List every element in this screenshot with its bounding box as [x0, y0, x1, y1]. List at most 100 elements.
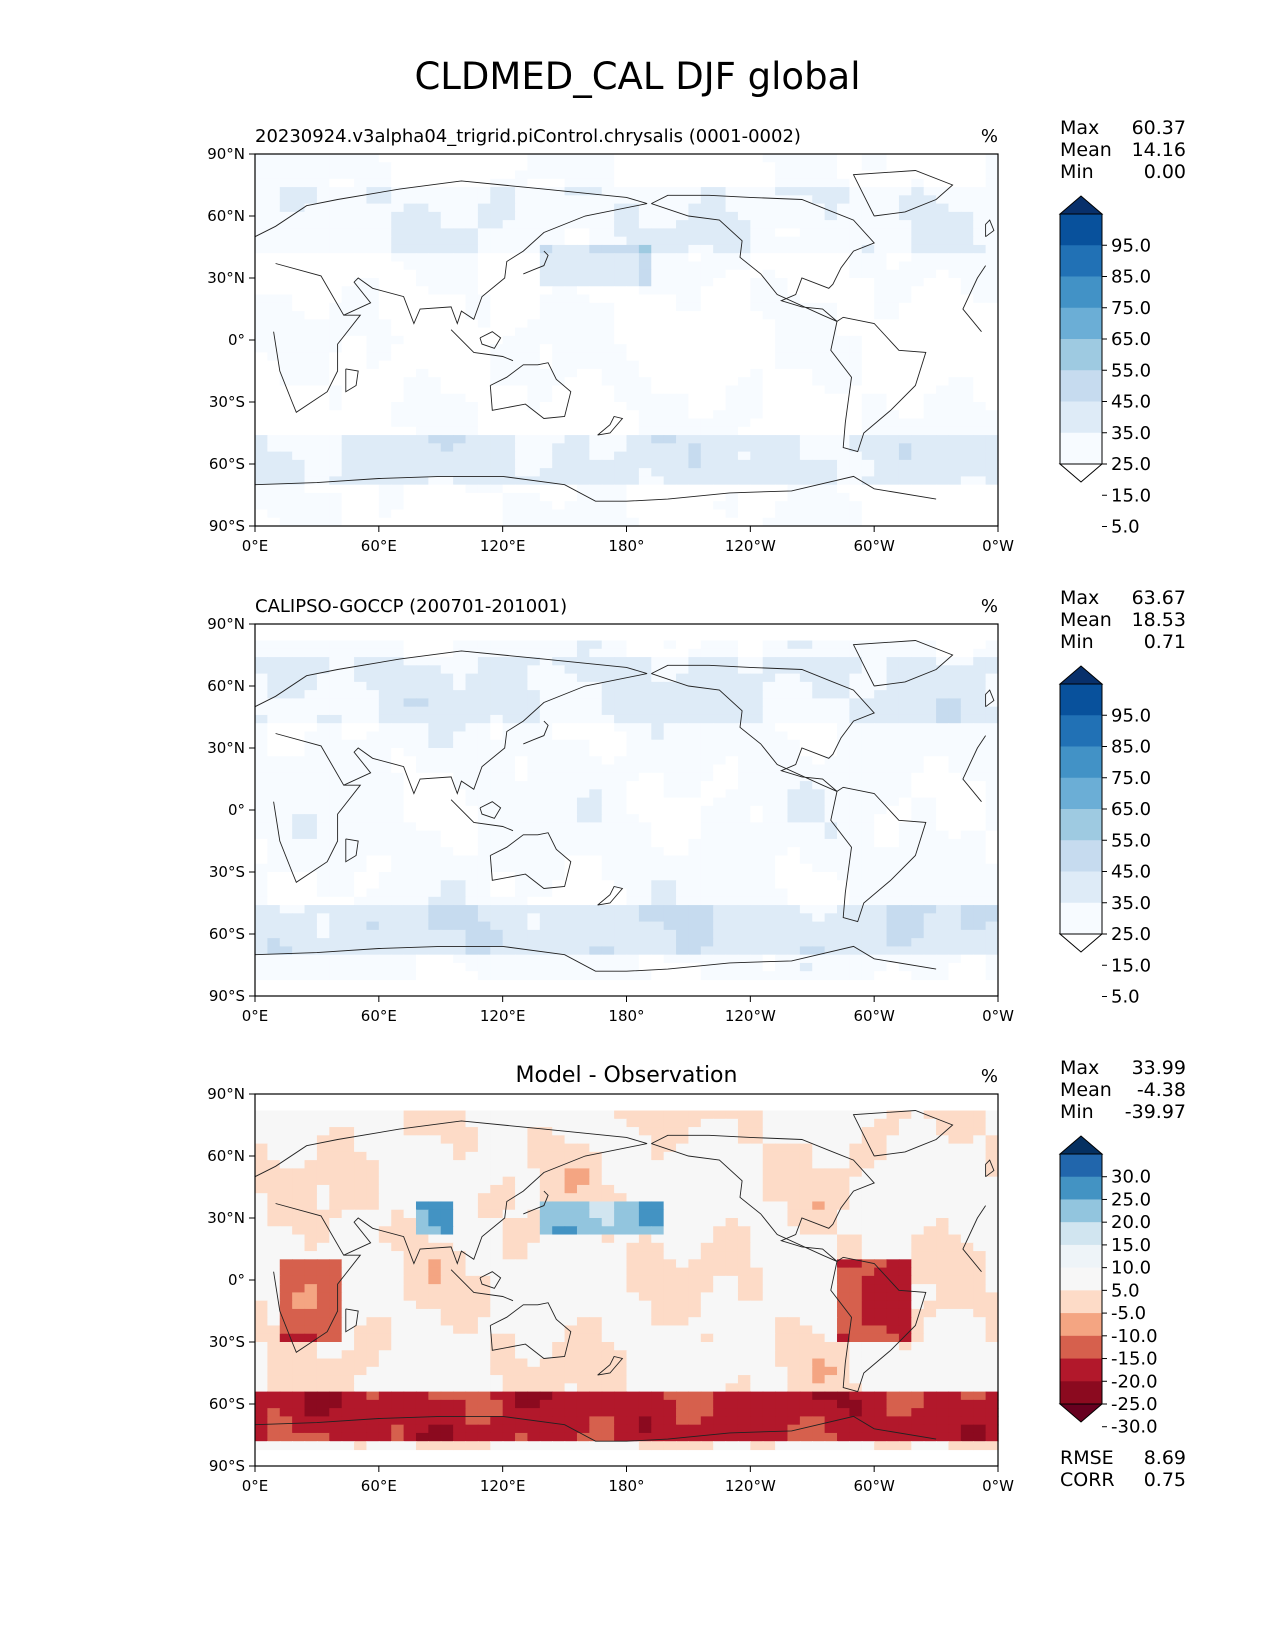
field-cell — [638, 484, 652, 494]
field-cell — [824, 385, 838, 395]
field-cell — [898, 913, 912, 923]
field-cell — [713, 888, 727, 898]
field-cell — [886, 509, 900, 519]
field-cell — [329, 178, 343, 188]
field-cell — [329, 435, 343, 444]
field-cell — [837, 468, 850, 477]
field-cell — [688, 319, 702, 329]
field-cell — [812, 203, 826, 213]
field-cell — [366, 236, 380, 246]
field-cell — [329, 756, 343, 766]
field-cell — [292, 748, 306, 757]
field-cell — [837, 888, 850, 898]
field-cell — [638, 681, 652, 691]
field-cell — [626, 435, 640, 444]
field-cell — [564, 509, 578, 519]
field-cell — [366, 756, 380, 766]
field-cell — [366, 706, 380, 716]
field-cell — [676, 385, 690, 395]
field-cell — [576, 311, 590, 320]
field-cell — [812, 938, 826, 947]
field-cell — [861, 896, 875, 906]
field-cell — [750, 327, 764, 337]
field-cell — [775, 517, 789, 527]
field-cell — [292, 797, 306, 807]
field-cell — [366, 822, 380, 832]
field-cell — [824, 673, 838, 683]
field-cell — [936, 195, 950, 205]
field-cell — [663, 781, 677, 790]
field-cell — [614, 377, 628, 387]
field-cell — [564, 211, 578, 221]
field-cell — [824, 368, 838, 378]
field-cell — [886, 443, 900, 453]
field-cell — [589, 657, 603, 666]
field-cell — [415, 269, 429, 279]
field-cell — [564, 748, 578, 757]
field-cell — [589, 492, 603, 502]
field-cell — [861, 648, 875, 658]
field-cell — [465, 352, 479, 362]
field-cell — [378, 888, 392, 898]
field-cell — [651, 855, 665, 865]
field-cell — [861, 657, 875, 666]
field-cell — [824, 335, 838, 345]
field-cell — [638, 443, 652, 453]
field-cell — [614, 492, 628, 502]
field-cell — [539, 492, 553, 502]
field-cell — [936, 640, 950, 650]
field-cell — [874, 228, 888, 238]
field-cell — [626, 921, 640, 931]
field-cell — [898, 385, 912, 395]
field-cell — [638, 938, 652, 947]
field-cell — [898, 426, 912, 436]
field-cell — [391, 261, 405, 271]
field-cell — [750, 269, 764, 279]
field-cell — [973, 847, 987, 857]
field-cell — [304, 278, 318, 287]
field-cell — [725, 847, 739, 857]
field-cell — [787, 756, 801, 766]
field-cell — [403, 665, 417, 675]
field-cell — [391, 418, 405, 428]
field-cell — [725, 657, 739, 666]
field-cell — [515, 393, 529, 403]
field-cell — [391, 319, 405, 329]
field-cell — [576, 236, 590, 246]
field-cell — [973, 244, 987, 254]
field-cell — [477, 764, 491, 774]
field-cell — [614, 327, 628, 337]
field-cell — [837, 657, 850, 666]
field-cell — [638, 451, 652, 461]
field-cell — [614, 648, 628, 658]
field-cell — [713, 360, 727, 370]
field-cell — [799, 459, 813, 469]
field-cell — [440, 459, 454, 469]
field-cell — [676, 797, 690, 807]
field-cell — [688, 640, 702, 650]
field-cell — [898, 203, 912, 213]
field-cell — [985, 154, 999, 163]
field-cell — [378, 236, 392, 246]
field-cell — [341, 443, 355, 453]
field-cell — [576, 880, 590, 890]
field-cell — [663, 187, 677, 196]
field-cell — [824, 327, 838, 337]
field-cell — [861, 913, 875, 923]
field-cell — [576, 261, 590, 271]
field-cell — [415, 162, 429, 172]
field-cell — [502, 203, 516, 213]
field-cell — [985, 294, 999, 304]
field-cell — [775, 872, 789, 881]
field-cell — [552, 220, 566, 229]
field-cell — [799, 162, 813, 172]
field-cell — [292, 690, 306, 699]
field-cell — [539, 698, 553, 708]
field-cell — [354, 220, 368, 229]
field-cell — [255, 888, 268, 898]
field-cell — [539, 681, 553, 691]
field-cell — [477, 468, 491, 477]
field-cell — [589, 888, 603, 898]
field-cell — [676, 178, 690, 188]
field-cell — [762, 154, 776, 163]
